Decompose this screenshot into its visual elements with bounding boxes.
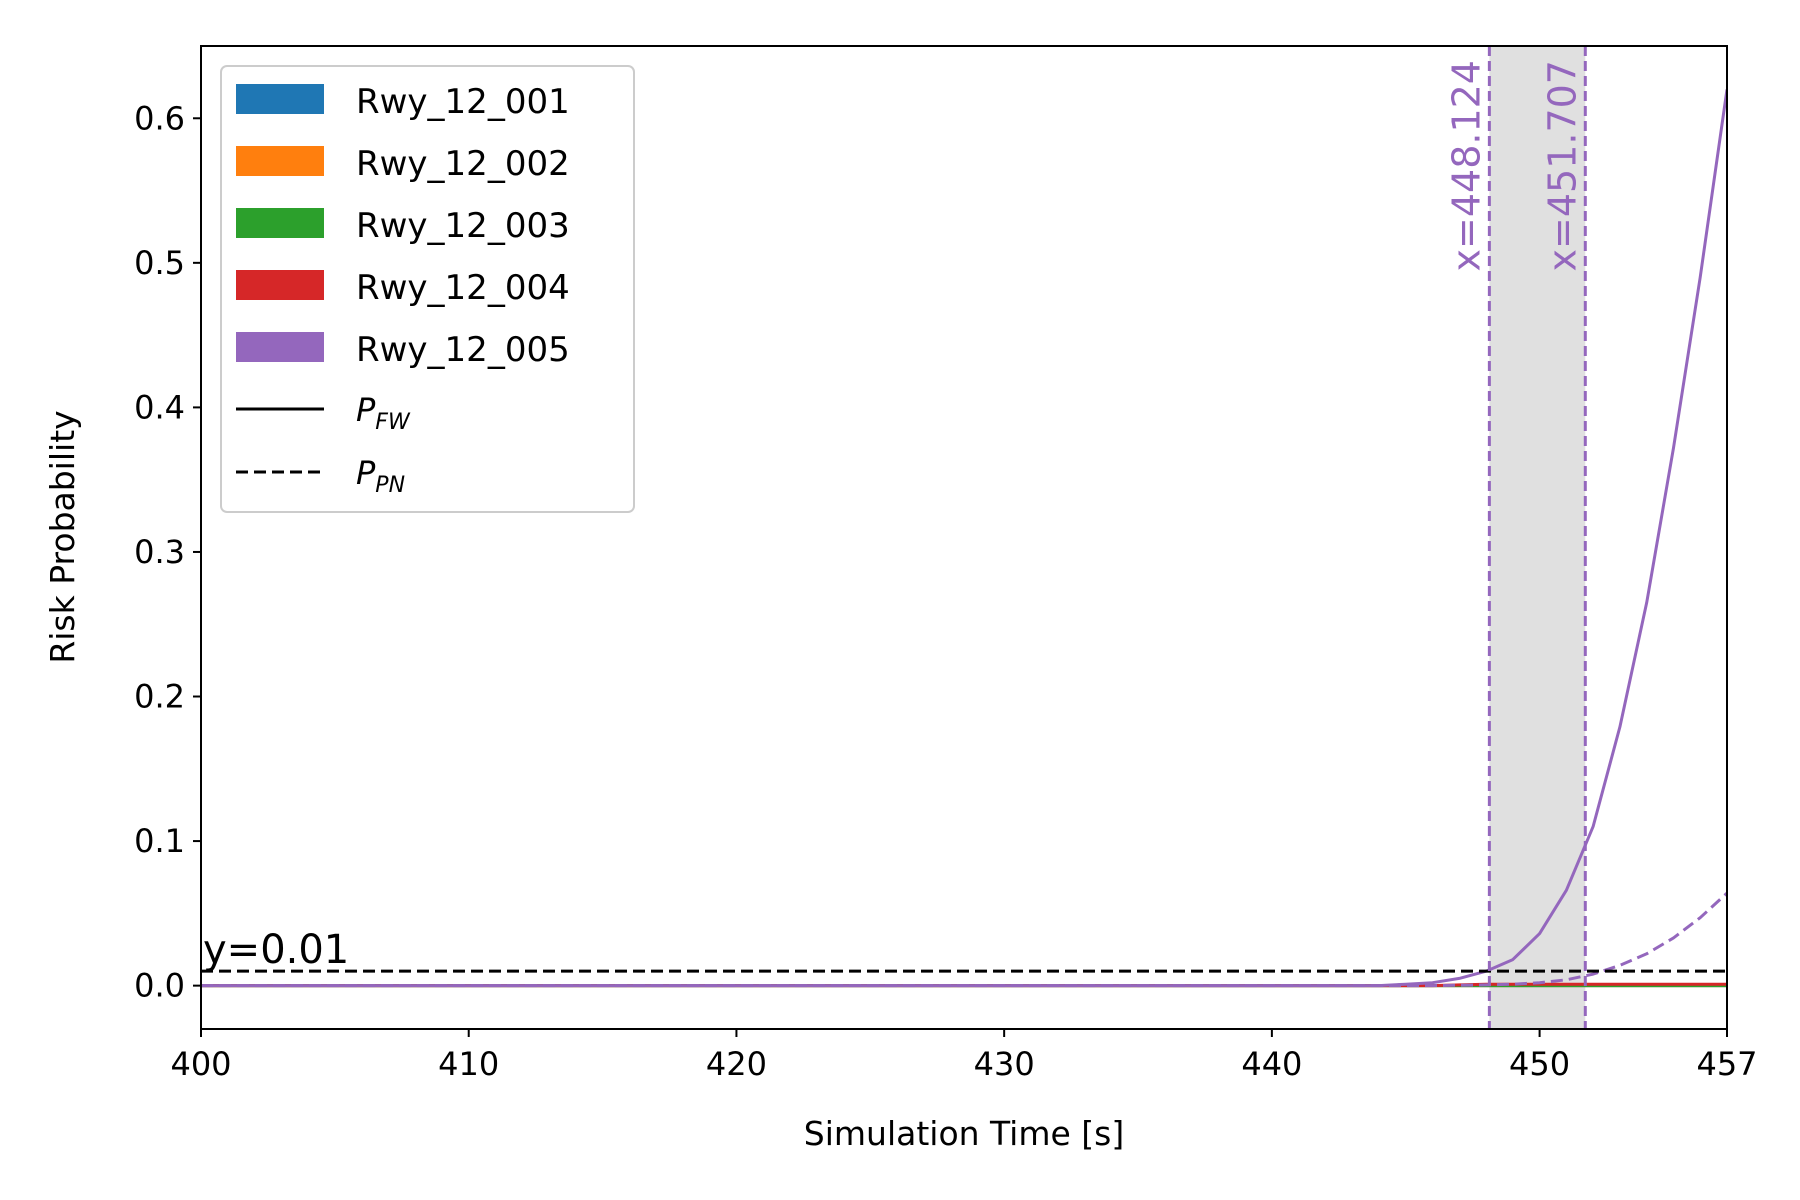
- y-tick-label: 0.3: [134, 533, 185, 571]
- legend-swatch-rwy-12-004: [236, 270, 324, 300]
- legend-label-p-pn: PPN: [356, 454, 405, 498]
- y-tick-label: 0.4: [134, 388, 185, 426]
- shaded-region: [1489, 46, 1586, 1029]
- y-tick-label: 0.6: [134, 99, 185, 137]
- y-axis-label: Risk Probability: [43, 410, 82, 663]
- threshold-hline-label: y=0.01: [203, 927, 349, 973]
- legend-label-rwy-12-001: Rwy_12_001: [356, 82, 570, 122]
- x-tick-label: 430: [974, 1045, 1035, 1083]
- legend-swatch-rwy-12-005: [236, 332, 324, 362]
- legend-label-p-fw: PFW: [356, 391, 411, 435]
- y-tick-label: 0.5: [134, 244, 185, 282]
- x-tick-label: 410: [438, 1045, 499, 1083]
- y-tick-label: 0.1: [134, 822, 185, 860]
- legend-label-rwy-12-004: Rwy_12_004: [356, 268, 570, 308]
- series-rwy-12-005-p-pn: [201, 891, 1727, 988]
- x-tick-label: 450: [1509, 1045, 1570, 1083]
- vline-label-x-448-124: x=448.124: [1444, 60, 1488, 271]
- x-tick-label: 420: [706, 1045, 767, 1083]
- legend-label-p-fw-main: P: [356, 391, 376, 429]
- x-tick-label: 400: [170, 1045, 231, 1083]
- legend-label-rwy-12-005: Rwy_12_005: [356, 330, 570, 370]
- legend-label-p-pn-main: P: [356, 454, 376, 492]
- legend-label-p-pn-sub: PN: [375, 473, 405, 498]
- y-tick-label: 0.0: [134, 967, 185, 1005]
- legend-swatch-rwy-12-003: [236, 208, 324, 238]
- legend-swatch-rwy-12-002: [236, 146, 324, 176]
- x-tick-label: 440: [1241, 1045, 1302, 1083]
- legend-label-rwy-12-002: Rwy_12_002: [356, 144, 570, 184]
- series-rwy-12-004-p-fw: [201, 982, 1727, 988]
- legend-label-p-fw-sub: FW: [375, 410, 411, 435]
- vline-label-x-451-707: x=451.707: [1540, 60, 1584, 271]
- legend: Rwy_12_001 Rwy_12_002 Rwy_12_003 Rwy_12_…: [220, 65, 635, 513]
- legend-swatch-rwy-12-001: [236, 84, 324, 114]
- x-axis-label: Simulation Time [s]: [804, 1114, 1124, 1153]
- y-tick-label: 0.2: [134, 678, 185, 716]
- x-tick-label: 457: [1696, 1045, 1757, 1083]
- legend-frame: [220, 65, 635, 513]
- legend-label-rwy-12-003: Rwy_12_003: [356, 206, 570, 246]
- plot-frame: [200, 45, 1728, 1030]
